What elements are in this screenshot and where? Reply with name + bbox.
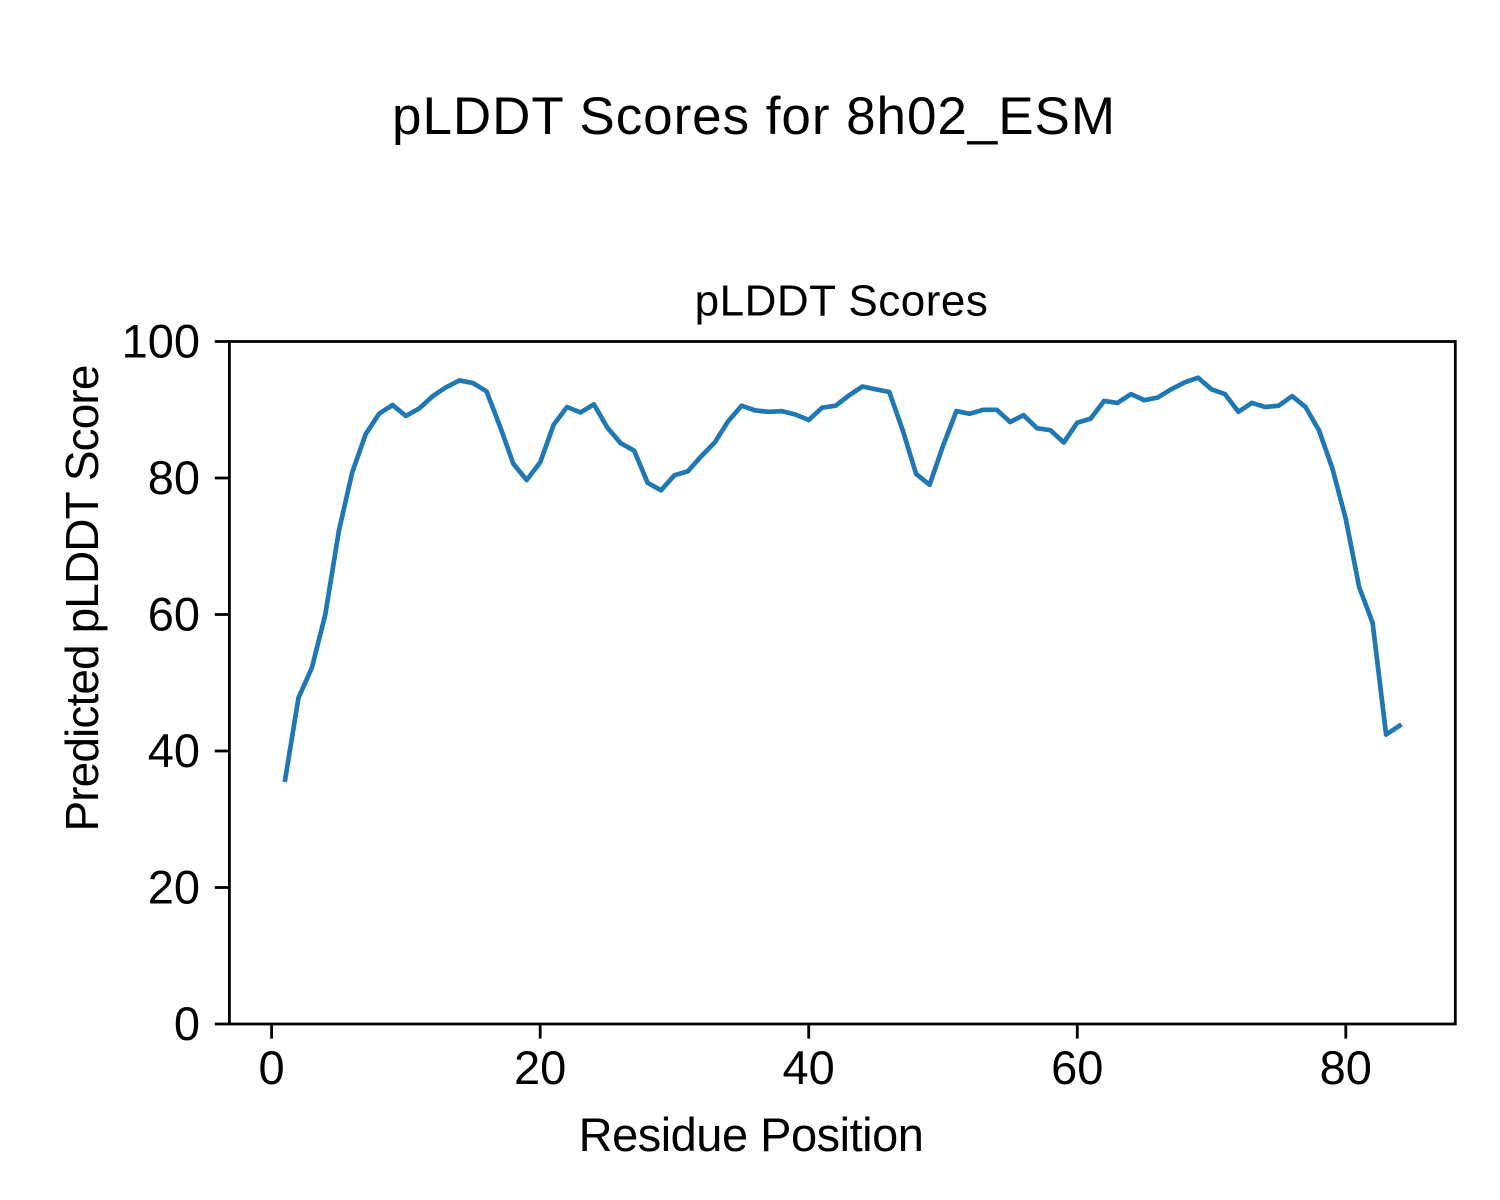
svg-text:40: 40 (148, 724, 200, 777)
svg-text:0: 0 (259, 1041, 285, 1094)
svg-text:pLDDT Scores for 8h02_ESM: pLDDT Scores for 8h02_ESM (392, 87, 1116, 146)
svg-text:Residue Position: Residue Position (579, 1108, 924, 1161)
svg-text:80: 80 (1320, 1041, 1372, 1094)
svg-text:60: 60 (148, 588, 200, 641)
svg-text:20: 20 (514, 1041, 566, 1094)
svg-text:40: 40 (783, 1041, 835, 1094)
svg-text:100: 100 (122, 315, 200, 368)
svg-text:80: 80 (148, 451, 200, 504)
svg-text:60: 60 (1051, 1041, 1103, 1094)
svg-text:pLDDT Scores: pLDDT Scores (695, 276, 989, 325)
svg-text:0: 0 (174, 997, 200, 1050)
svg-text:20: 20 (148, 861, 200, 914)
svg-text:Predicted pLDDT Score: Predicted pLDDT Score (56, 365, 108, 831)
